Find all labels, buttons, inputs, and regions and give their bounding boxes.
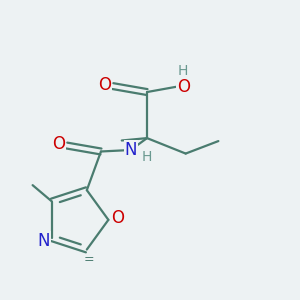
Text: N: N <box>38 232 50 250</box>
Text: O: O <box>52 135 65 153</box>
Text: O: O <box>111 209 124 227</box>
Text: O: O <box>177 78 190 96</box>
Text: H: H <box>178 64 188 78</box>
Text: H: H <box>142 149 152 164</box>
Text: =: = <box>84 254 94 266</box>
Text: O: O <box>98 76 111 94</box>
Text: N: N <box>124 141 137 159</box>
